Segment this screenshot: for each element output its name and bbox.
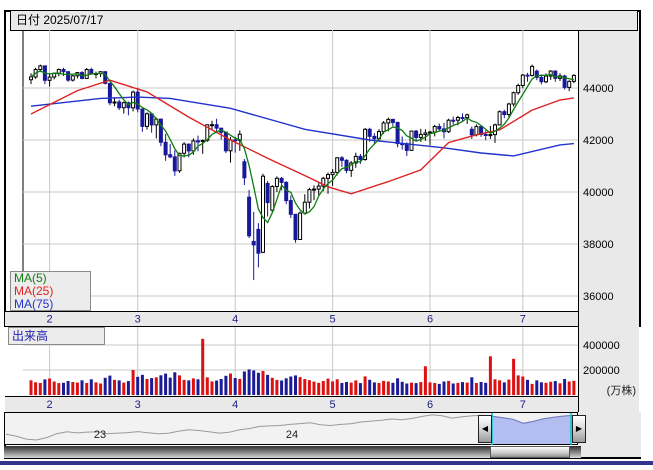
date-header: 日付 2025/07/17 — [10, 10, 638, 31]
ma25-legend-label: MA(25) — [14, 284, 54, 298]
navigator-left-button[interactable]: ◀ — [478, 415, 492, 443]
volume-unit-label: (万株) — [606, 385, 636, 397]
scrollbar-thumb[interactable] — [490, 446, 570, 458]
volume-label: 出来高 — [12, 329, 49, 343]
main-y-axis — [578, 30, 639, 326]
navigator-right-filler — [578, 412, 641, 457]
navigator-selection[interactable] — [492, 413, 571, 444]
ma75-legend-label: MA(75) — [14, 297, 54, 311]
volume-y-axis — [578, 326, 639, 412]
ma-legend: MA(5) MA(25) MA(75) — [10, 271, 91, 311]
main-x-axis — [5, 311, 578, 326]
left-arrow-icon: ◀ — [481, 424, 489, 433]
bottom-border-bar — [0, 461, 653, 465]
date-label: 日付 2025/07/17 — [16, 13, 104, 27]
navigator-right-button[interactable]: ▶ — [572, 415, 586, 443]
volume-label-box: 出来高 — [8, 327, 105, 345]
volume-x-axis — [5, 396, 578, 412]
ma5-legend-label: MA(5) — [14, 271, 47, 285]
right-arrow-icon: ▶ — [575, 424, 583, 433]
scrollbar-track[interactable] — [4, 446, 581, 458]
